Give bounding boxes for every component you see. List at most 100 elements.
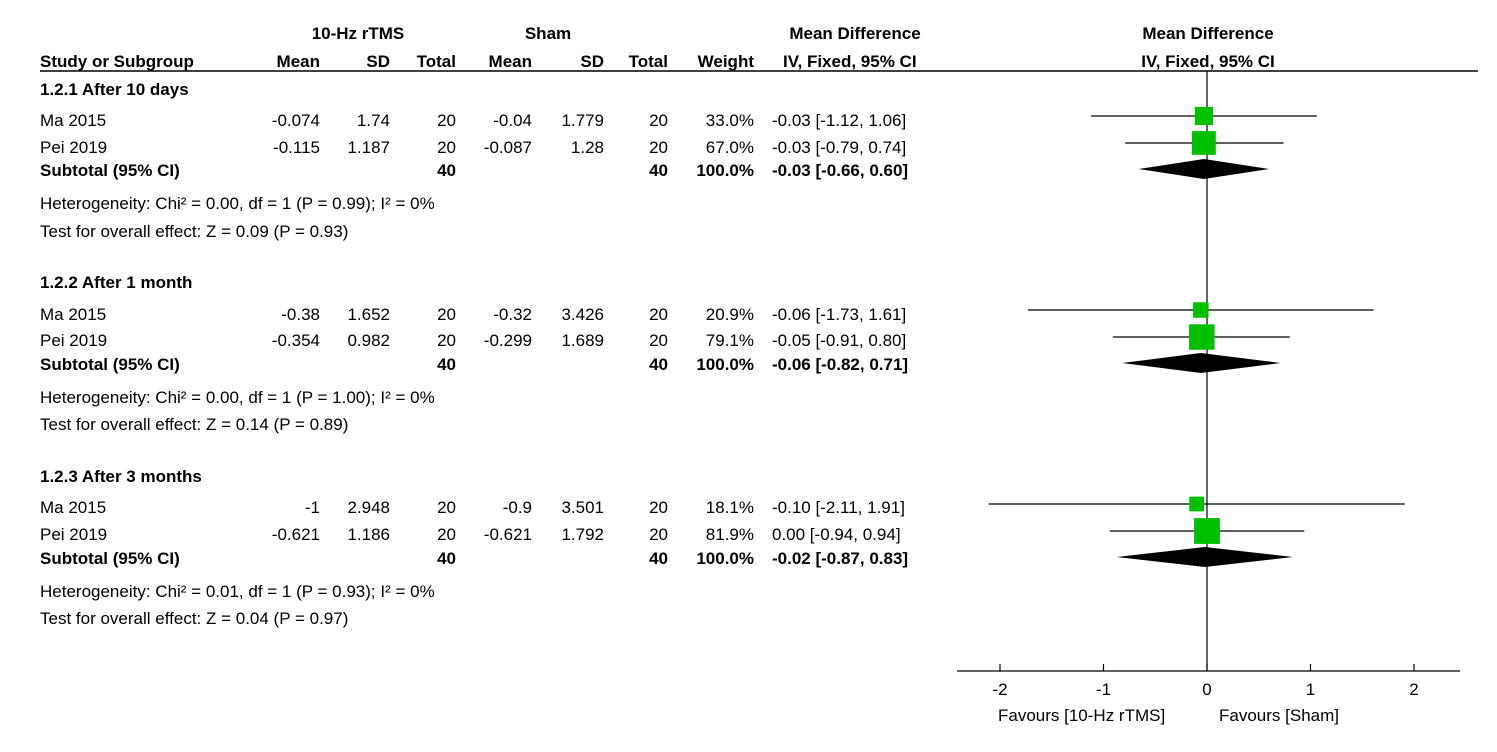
study-weight: 67.0% (705, 138, 754, 157)
study-marker (1194, 518, 1220, 544)
study-mean1: -1 (304, 498, 320, 517)
study-mean1: -0.074 (271, 111, 320, 130)
study-n2: 20 (649, 138, 668, 157)
study-sd1: 1.186 (347, 525, 390, 544)
study-mean1: -0.38 (281, 305, 320, 324)
x-axis-tick-label: 1 (1306, 680, 1315, 699)
study-name: Pei 2019 (40, 331, 108, 350)
study-sd2: 3.426 (561, 305, 604, 324)
heterogeneity-text: Heterogeneity: Chi² = 0.00, df = 1 (P = … (40, 388, 435, 407)
study-marker (1194, 106, 1214, 126)
subtotal-n2: 40 (649, 161, 668, 180)
subtotal-label: Subtotal (95% CI) (40, 355, 180, 374)
subtotal-label: Subtotal (95% CI) (40, 549, 180, 568)
subtotal-diamond (1122, 353, 1281, 373)
subtotal-diamond (1116, 547, 1293, 567)
subtotal-ci: -0.03 [-0.66, 0.60] (772, 161, 909, 180)
study-sd1: 1.652 (347, 305, 390, 324)
subtotal-n1: 40 (437, 161, 456, 180)
study-marker (1191, 131, 1216, 155)
study-name: Pei 2019 (40, 525, 108, 544)
study-mean2: -0.621 (483, 525, 532, 544)
x-axis-tick-label: 2 (1409, 680, 1418, 699)
study-sd1: 2.948 (347, 498, 390, 517)
subtotal-weight: 100.0% (696, 355, 754, 374)
subtotal-n2: 40 (649, 549, 668, 568)
overall-effect-text: Test for overall effect: Z = 0.09 (P = 0… (40, 222, 349, 241)
study-marker (1193, 302, 1209, 318)
study-weight: 33.0% (705, 111, 754, 130)
study-sd2: 3.501 (561, 498, 604, 517)
plot-column-header: IV, Fixed, 95% CI (1141, 52, 1275, 71)
favours-left-label: Favours [10-Hz rTMS] (998, 706, 1166, 725)
study-mean2: -0.087 (483, 138, 532, 157)
study-n1: 20 (437, 525, 456, 544)
column-header-sd2: SD (580, 52, 604, 71)
study-mean2: -0.04 (493, 111, 532, 130)
column-header-weight: Weight (697, 52, 754, 71)
study-weight: 20.9% (705, 305, 754, 324)
favours-right-label: Favours [Sham] (1219, 706, 1339, 725)
subtotal-n1: 40 (437, 355, 456, 374)
subtotal-n2: 40 (649, 355, 668, 374)
heterogeneity-text: Heterogeneity: Chi² = 0.00, df = 1 (P = … (40, 194, 435, 213)
overall-effect-text: Test for overall effect: Z = 0.14 (P = 0… (40, 415, 349, 434)
study-sd1: 1.187 (347, 138, 390, 157)
study-name: Pei 2019 (40, 138, 108, 157)
study-mean1: -0.621 (271, 525, 320, 544)
column-header-study: Study or Subgroup (40, 52, 194, 71)
study-ci: 0.00 [-0.94, 0.94] (772, 525, 901, 544)
column-header-total1: Total (416, 52, 456, 71)
study-n1: 20 (437, 305, 456, 324)
column-header-mean1: Mean (276, 52, 320, 71)
subtotal-label: Subtotal (95% CI) (40, 161, 180, 180)
group1-header: 10-Hz rTMS (311, 24, 405, 43)
group2-header: Sham (524, 24, 572, 43)
subtotal-n1: 40 (437, 549, 456, 568)
heterogeneity-text: Heterogeneity: Chi² = 0.01, df = 1 (P = … (40, 582, 435, 601)
subtotal-weight: 100.0% (696, 161, 754, 180)
study-sd1: 0.982 (347, 331, 390, 350)
column-header-mean2: Mean (488, 52, 532, 71)
study-n2: 20 (649, 305, 668, 324)
subtotal-ci: -0.02 [-0.87, 0.83] (772, 549, 909, 568)
study-n1: 20 (437, 138, 456, 157)
subgroup-title: 1.2.3 After 3 months (40, 467, 202, 486)
study-ci: -0.03 [-0.79, 0.74] (772, 138, 907, 157)
study-n1: 20 (437, 498, 456, 517)
subgroup-title: 1.2.1 After 10 days (40, 80, 189, 99)
study-n2: 20 (649, 331, 668, 350)
column-header-sd1: SD (366, 52, 390, 71)
study-mean1: -0.354 (271, 331, 320, 350)
study-mean1: -0.115 (273, 138, 320, 157)
study-mean2: -0.299 (483, 331, 532, 350)
study-weight: 79.1% (705, 331, 754, 350)
study-mean2: -0.32 (493, 305, 532, 324)
overall-effect-text: Test for overall effect: Z = 0.04 (P = 0… (40, 609, 349, 628)
study-marker (1189, 324, 1215, 350)
study-n1: 20 (437, 331, 456, 350)
plot-header: Mean Difference (1142, 24, 1274, 43)
study-name: Ma 2015 (40, 305, 107, 324)
subtotal-weight: 100.0% (696, 549, 754, 568)
x-axis-tick-label: -1 (1096, 680, 1111, 699)
study-n2: 20 (649, 498, 668, 517)
study-ci: -0.05 [-0.91, 0.80] (772, 331, 907, 350)
study-sd1: 1.74 (356, 111, 390, 130)
study-sd2: 1.792 (561, 525, 604, 544)
subtotal-diamond (1138, 159, 1270, 179)
study-name: Ma 2015 (40, 498, 107, 517)
x-axis-tick-label: -2 (992, 680, 1007, 699)
study-sd2: 1.689 (561, 331, 604, 350)
study-ci: -0.10 [-2.11, 1.91] (772, 498, 905, 517)
x-axis-tick-label: 0 (1202, 680, 1211, 699)
study-sd2: 1.28 (570, 138, 604, 157)
subtotal-ci: -0.06 [-0.82, 0.71] (772, 355, 909, 374)
study-n1: 20 (437, 111, 456, 130)
study-weight: 81.9% (705, 525, 754, 544)
md-header: Mean Difference (789, 24, 921, 43)
study-ci: -0.03 [-1.12, 1.06] (772, 111, 907, 130)
column-header-ci: IV, Fixed, 95% CI (783, 52, 917, 71)
study-marker (1189, 496, 1205, 512)
